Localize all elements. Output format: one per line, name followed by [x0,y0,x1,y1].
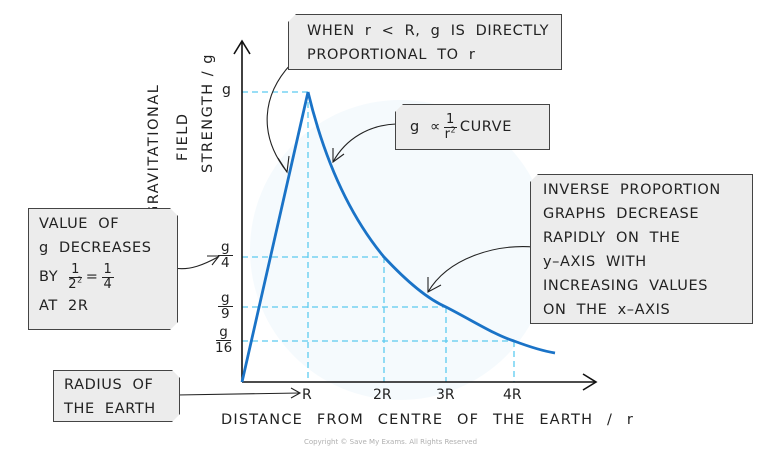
y-axis-label-line3: STRENGTH / g [200,53,216,173]
annotation-radius-of-earth: RADIUS OF THE EARTH [53,370,180,422]
y-axis-arrow-icon [233,39,251,55]
x-tick-R: R [302,387,312,403]
x-tick-2R: 2R [373,387,392,403]
annotation-direct-proportion: WHEN r < R, g IS DIRECTLY PROPORTIONAL T… [288,14,562,70]
axes [233,39,598,391]
annotation-inverse-proportion: INVERSE PROPORTION GRAPHS DECREASE RAPID… [530,174,753,324]
value-line1: VALUE OF [39,216,120,232]
arrow-inverse [427,246,535,293]
inverse-square-curve [306,91,556,355]
annotation-inverse-square-curve: g ∝ 1 r2 CURVE [395,104,550,150]
radius-line2: THE EARTH [64,401,156,417]
guide-lines [242,91,515,382]
inverse-line: RAPIDLY ON THE [543,230,681,246]
annotation-value-decreases: VALUE OF g DECREASES BY 1 22 = 1 4 AT 2R [28,208,178,330]
arrow-curve [332,123,397,163]
watermark-logo [250,100,550,400]
y-tick-g: g [222,82,231,98]
arrow-radius [176,392,301,396]
data-series [240,91,556,383]
y-axis-label-line1: GRAVITATIONAL [146,83,162,217]
arrowhead-radius-icon [290,387,302,399]
arrow-value [173,256,219,270]
value-line4: AT 2R [39,298,89,314]
y-tick-g-over-16: g 16 [215,324,233,356]
x-tick-4R: 4R [503,387,522,403]
one-over-two-squared: 1 22 [68,261,83,292]
x-tick-3R: 3R [436,387,455,403]
y-tick-g-over-9: g 9 [218,291,233,322]
x-axis-label: DISTANCE FROM CENTRE OF THE EARTH / r [221,412,635,428]
arrowhead-direct-icon [277,155,290,174]
annotation-direct-line1: WHEN r < R, g IS DIRECTLY [307,23,550,39]
curve-suffix: CURVE [459,119,512,135]
one-over-r-squared: 1 r2 [443,111,457,142]
linear-segment [240,91,310,383]
arrowhead-inverse-icon [427,277,442,293]
annotation-direct-line2: PROPORTIONAL TO r [307,47,476,63]
one-quarter: 1 4 [103,261,113,292]
y-axis-label-line2: FIELD [175,112,191,161]
curve-prefix: g ∝ [410,119,441,135]
y-tick-g-over-4: g 4 [218,240,233,271]
inverse-line: GRAPHS DECREASE [543,206,700,222]
inverse-line: ON THE x–AXIS [543,302,671,318]
copyright-notice: Copyright © Save My Exams. All Rights Re… [304,438,478,446]
arrowhead-value-icon [207,255,221,266]
x-axis-arrow-icon [582,373,598,391]
inverse-line: INCREASING VALUES [543,278,709,294]
inverse-line: y–AXIS WITH [543,254,647,270]
inverse-line: INVERSE PROPORTION [543,182,721,198]
radius-line1: RADIUS OF [64,377,154,393]
value-line2: g DECREASES [39,240,152,256]
arrowhead-curve-icon [332,148,345,164]
value-line3: BY 1 22 = 1 4 [39,261,113,292]
